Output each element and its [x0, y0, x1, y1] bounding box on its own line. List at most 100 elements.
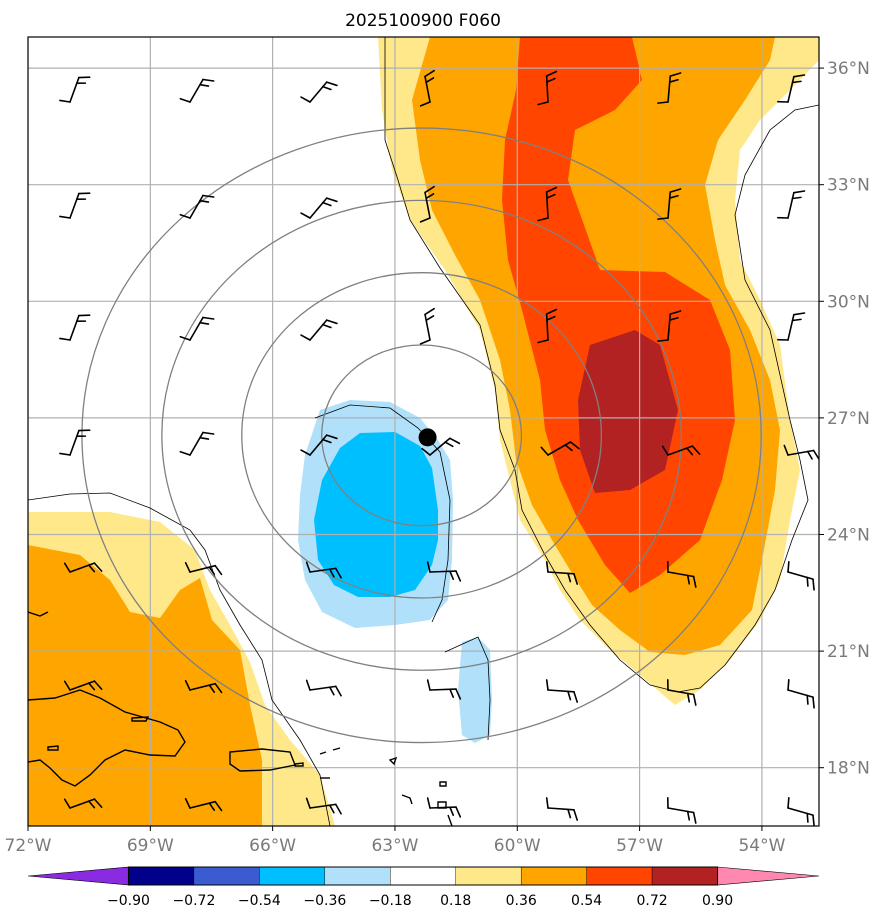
- wind-barb: [537, 186, 558, 222]
- coast-islet-11: [447, 814, 453, 826]
- lon-tick-label-6: 54°W: [738, 836, 785, 856]
- lat-tick-label-4: 24°N: [827, 525, 870, 545]
- lat-tick-label-5: 21°N: [827, 642, 870, 662]
- wind-barb: [540, 441, 580, 456]
- coast-islet-3: [294, 762, 304, 767]
- wind-barb: [63, 562, 103, 573]
- storm-center-marker: [418, 428, 437, 447]
- longitude-ticks: 72°W 69°W 66°W 63°W 60°W 57°W 54°W: [5, 826, 786, 856]
- figure-title: 2025100900 F060: [345, 11, 501, 31]
- wind-barb: [545, 797, 579, 821]
- wind-barb: [305, 561, 342, 579]
- colorbar-extend-low: [27, 866, 129, 886]
- shade-ne-redorange: [502, 37, 735, 593]
- range-ring-2: [161, 199, 682, 671]
- wind-barb: [666, 797, 697, 824]
- wind-barb: [537, 308, 558, 344]
- colorbar-label-3: −0.36: [303, 893, 346, 909]
- wind-barb: [300, 434, 338, 456]
- shade-neg-blue: [314, 432, 438, 597]
- coast-islet-5: [332, 747, 341, 751]
- wind-barb: [426, 797, 462, 818]
- coastlines: [28, 611, 453, 826]
- range-ring-3: [81, 127, 762, 744]
- wind-barb: [305, 797, 342, 815]
- colorbar-bin-0: [128, 866, 195, 886]
- range-rings: [81, 127, 762, 744]
- wind-barb: [419, 307, 435, 345]
- wind-barb: [59, 314, 91, 341]
- lat-tick-label-6: 18°N: [827, 759, 870, 779]
- shade-ne-darkred: [578, 330, 678, 493]
- wind-barb: [657, 310, 682, 342]
- range-ring-0: [321, 344, 523, 527]
- colorbar-label-9: 0.90: [702, 893, 733, 909]
- colorbar-bin-3: [324, 866, 391, 886]
- wind-barb: [300, 197, 338, 219]
- lat-tick-label-2: 30°N: [827, 292, 870, 312]
- lon-tick-label-0: 72°W: [5, 836, 52, 856]
- colorbar-bin-7: [586, 866, 653, 886]
- colorbar: −0.90 −0.72 −0.54 −0.36 −0.18 0.18 0.36 0.54 0.7…: [27, 866, 820, 909]
- coast-islet-9: [401, 794, 413, 805]
- wind-barb: [777, 190, 806, 219]
- colorbar-bin-1: [193, 866, 260, 886]
- wind-barb: [59, 76, 91, 103]
- wind-barb: [787, 679, 815, 709]
- colorbar-label-0: −0.90: [107, 893, 150, 909]
- wind-barb: [179, 431, 215, 456]
- wind-barb: [421, 437, 461, 456]
- shade-neg-small: [458, 637, 492, 743]
- wind-barb: [657, 188, 682, 220]
- plot-area: [28, 37, 819, 826]
- colorbar-bin-4: [390, 866, 456, 886]
- wind-barb: [179, 194, 215, 219]
- gridlines: [28, 37, 819, 826]
- wind-barb: [666, 679, 697, 706]
- wind-barb: [305, 679, 342, 697]
- wind-barb: [184, 561, 223, 576]
- wind-barb: [179, 78, 215, 103]
- wind-barb: [59, 429, 91, 456]
- colorbar-label-7: 0.54: [571, 893, 602, 909]
- lat-tick-label-1: 33°N: [827, 176, 870, 196]
- lon-tick-label-5: 57°W: [616, 836, 663, 856]
- wind-barb: [777, 312, 806, 341]
- wind-barb: [666, 561, 697, 588]
- coast-jamaica-east: [28, 611, 49, 617]
- colorbar-frame: [127, 866, 719, 886]
- colorbar-label-8: 0.72: [637, 893, 668, 909]
- wind-barb: [179, 316, 215, 341]
- wind-barb: [63, 798, 103, 809]
- wind-barb: [657, 72, 682, 104]
- coast-hispaniola: [28, 689, 186, 787]
- colorbar-label-4: −0.18: [369, 893, 412, 909]
- coast-islet-8: [439, 781, 447, 787]
- colorbar-bin-6: [520, 866, 587, 886]
- colorbar-label-6: 0.36: [506, 893, 537, 909]
- contour-outline-neg: [314, 404, 451, 623]
- wind-barb: [426, 679, 462, 700]
- contour-outline-neg2: [444, 636, 491, 741]
- wind-barb: [184, 679, 223, 694]
- colorbar-label-1: −0.72: [172, 893, 215, 909]
- colorbar-extend-high: [717, 866, 820, 886]
- coast-islet-1: [131, 716, 150, 722]
- wind-barb: [545, 561, 579, 585]
- wind-barb: [59, 192, 91, 219]
- wind-barbs: [59, 69, 819, 826]
- colorbar-bin-5: [455, 866, 522, 886]
- latitude-ticks: 36°N 33°N 30°N 27°N 24°N 21°N 18°N: [819, 59, 870, 779]
- coast-islet-4: [319, 751, 327, 755]
- colorbar-label-5: 0.18: [440, 893, 471, 909]
- wind-barb: [787, 561, 815, 591]
- wind-barb: [426, 561, 462, 582]
- lat-tick-label-0: 36°N: [827, 59, 870, 79]
- colorbar-label-2: −0.54: [238, 893, 281, 909]
- lon-tick-label-2: 66°W: [249, 836, 296, 856]
- lon-tick-label-4: 60°W: [494, 836, 541, 856]
- wind-barb: [537, 70, 558, 106]
- range-ring-1: [241, 272, 603, 599]
- lon-tick-label-3: 63°W: [371, 836, 418, 856]
- wind-barb: [419, 185, 435, 223]
